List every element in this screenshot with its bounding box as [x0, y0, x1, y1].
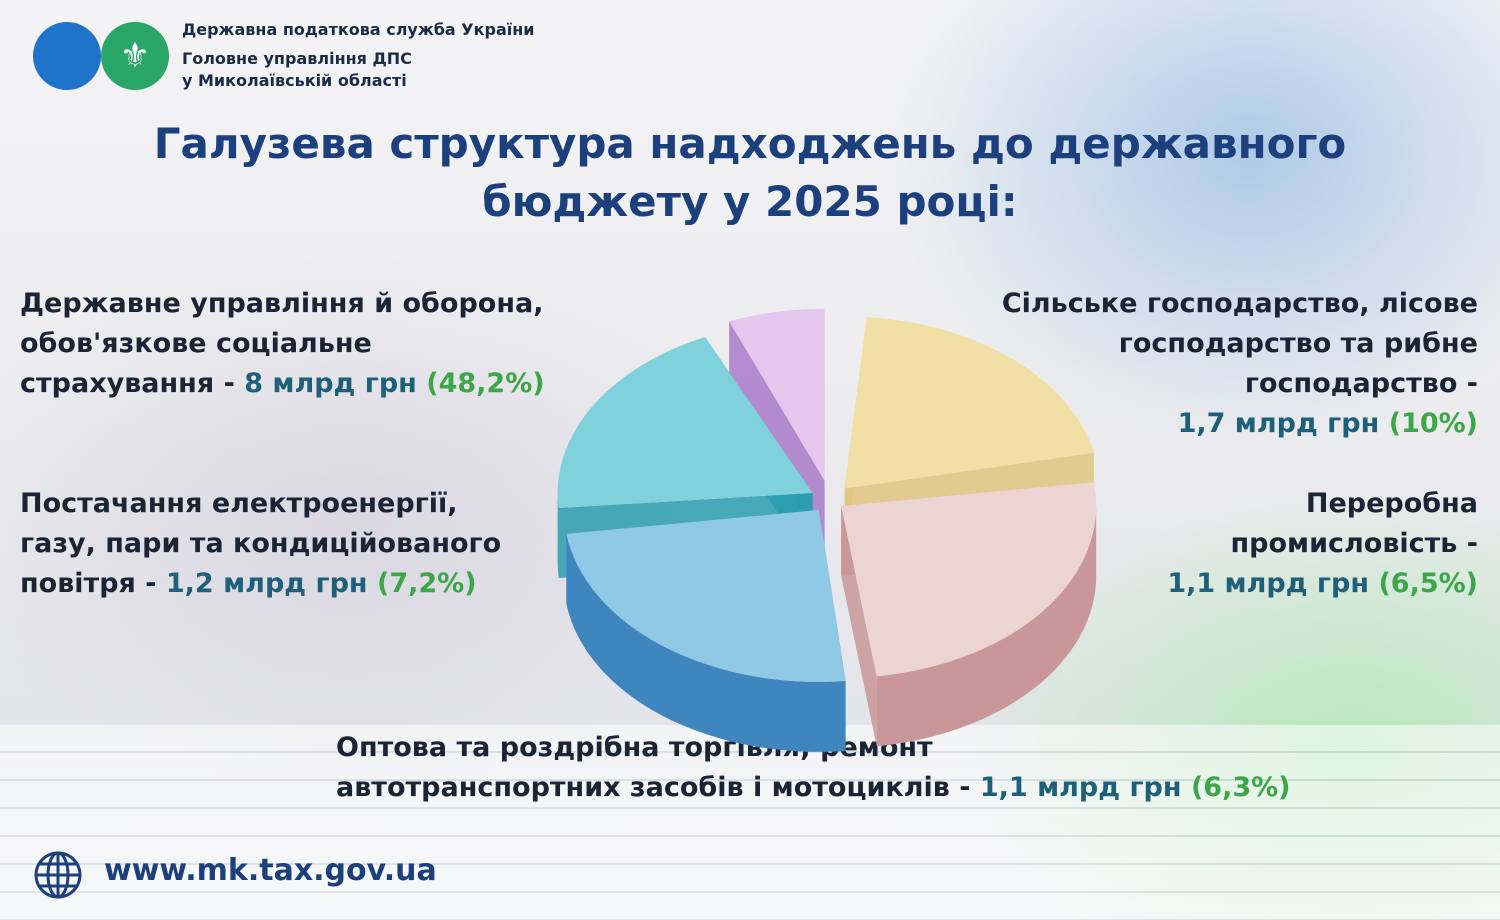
label-trade-amount: 1,1 млрд грн — [979, 772, 1182, 803]
label-manufacturing-line2: промисловість - — [1230, 528, 1478, 559]
logo-blue-circle — [33, 22, 101, 90]
slice-energy-side — [557, 493, 559, 578]
label-agriculture-amount: 1,7 млрд грн — [1177, 408, 1380, 439]
pie-chart — [557, 308, 1097, 752]
label-manufacturing-line1: Переробна — [1305, 488, 1478, 519]
label-energy: Постачання електроенергії, газу, пари та… — [20, 484, 501, 604]
agency-department: Головне управління ДПС — [182, 49, 412, 68]
label-energy-percent: (7,2%) — [376, 568, 477, 599]
label-energy-line1: Постачання електроенергії, — [20, 488, 458, 519]
slice-trade — [566, 509, 846, 752]
slice-manufacturing-top — [841, 481, 1097, 677]
label-energy-line2: газу, пари та кондиційованого — [20, 528, 502, 559]
label-manufacturing-amount: 1,1 млрд грн — [1167, 568, 1370, 599]
website-link[interactable]: www.mk.tax.gov.ua — [104, 853, 437, 888]
label-energy-line3: повітря - — [20, 568, 166, 599]
globe-icon — [34, 851, 82, 899]
slice-energy-top — [557, 337, 813, 508]
label-government-line2: обов'язкове соціальне — [20, 328, 372, 359]
slice-trade-top — [566, 509, 846, 682]
label-government-amount: 8 млрд грн — [244, 368, 417, 399]
label-government-line1: Державне управління й оборона, — [20, 288, 544, 319]
label-agriculture-percent: (10%) — [1388, 408, 1478, 439]
label-trade-percent: (6,3%) — [1190, 772, 1291, 803]
agency-name: Державна податкова служба України — [182, 20, 535, 39]
trident-icon: ⚜ — [119, 36, 151, 76]
slice-trade-side — [566, 533, 846, 752]
slice-manufacturing-side — [876, 505, 1097, 747]
background-floor — [0, 725, 1500, 920]
label-agriculture-line1: Сільське господарство, лісове — [1001, 288, 1478, 319]
label-government-line3: страхування - — [20, 368, 245, 399]
label-government: Державне управління й оборона, обов'язко… — [20, 284, 545, 404]
label-agriculture: Сільське господарство, лісове господарст… — [1002, 284, 1478, 444]
label-government-percent: (48,2%) — [426, 368, 545, 399]
label-energy-amount: 1,2 млрд грн — [165, 568, 368, 599]
slice-agriculture-top — [844, 317, 1095, 489]
label-agriculture-line2: господарство та рибне — [1118, 328, 1478, 359]
dps-logo: ⚜ — [33, 22, 173, 90]
logo-green-circle — [101, 22, 169, 90]
label-manufacturing-percent: (6,5%) — [1378, 568, 1478, 599]
agency-region: у Миколаївській області — [182, 71, 407, 90]
label-trade-line2: автотранспортних засобів і мотоциклів - — [336, 772, 980, 803]
label-agriculture-line3: господарство - — [1244, 368, 1478, 399]
slice-government-top — [729, 308, 825, 481]
page-title-line2: бюджету у 2025 році: — [482, 177, 1018, 226]
label-manufacturing: Переробна промисловість - 1,1 млрд грн (… — [1167, 484, 1478, 604]
slice-manufacturing — [841, 481, 1097, 747]
page-title-line1: Галузева структура надходжень до державн… — [153, 119, 1347, 168]
slice-manufacturing-wall — [841, 505, 877, 747]
